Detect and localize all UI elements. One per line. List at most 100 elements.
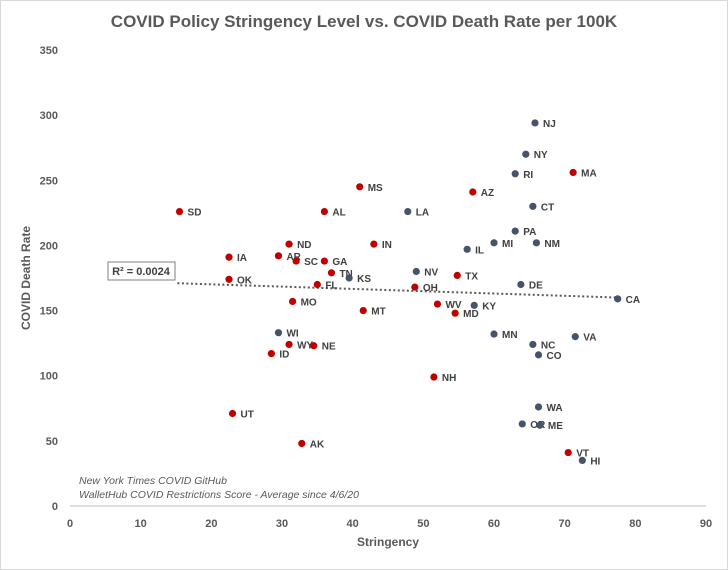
point-label-ne: NE: [322, 342, 336, 353]
point-label-sd: SD: [188, 208, 202, 219]
data-point-ia: [225, 253, 233, 261]
data-point-vt: [564, 448, 572, 457]
point-label-me: ME: [548, 421, 563, 432]
point-label-co: CO: [547, 351, 562, 362]
point-label-ak: AK: [310, 439, 325, 450]
data-point-ca: [614, 295, 622, 303]
data-point-tx: [453, 271, 461, 279]
data-point-wa: [534, 403, 543, 411]
y-tick-label: 200: [40, 240, 58, 252]
point-label-ia: IA: [237, 253, 247, 264]
x-tick-label: 50: [417, 518, 429, 530]
point-label-ga: GA: [332, 257, 347, 268]
data-point-nv: [412, 267, 420, 276]
chart-title: COVID Policy Stringency Level vs. COVID …: [111, 12, 618, 31]
point-label-sc: SC: [304, 257, 318, 268]
data-point-ma: [569, 168, 577, 177]
data-point-ri: [511, 170, 519, 178]
point-label-oh: OH: [423, 283, 438, 294]
y-tick-label: 350: [40, 45, 58, 57]
data-point-in: [370, 240, 378, 248]
x-tick-label: 0: [67, 518, 73, 530]
point-label-wy: WY: [297, 340, 313, 351]
data-point-ut: [228, 409, 237, 418]
data-point-mo: [289, 297, 297, 306]
r-squared-label: R² = 0.0024: [112, 266, 171, 278]
data-point-tn: [327, 269, 336, 277]
data-point-la: [404, 207, 412, 216]
data-point-nc: [529, 340, 537, 349]
point-label-nd: ND: [297, 240, 311, 251]
data-point-nh: [430, 373, 438, 381]
data-point-ga: [320, 257, 328, 265]
point-label-ma: MA: [581, 168, 597, 179]
data-point-or: [518, 420, 526, 428]
data-point-ok: [225, 275, 233, 283]
point-label-tx: TX: [465, 271, 478, 282]
data-point-az: [469, 188, 477, 196]
point-label-id: ID: [279, 350, 289, 361]
data-point-pa: [511, 227, 519, 235]
y-tick-label: 50: [46, 436, 58, 448]
point-label-mi: MI: [502, 239, 513, 250]
point-label-nj: NJ: [543, 119, 556, 130]
point-label-ar: AR: [286, 252, 301, 263]
x-tick-label: 40: [347, 518, 359, 530]
data-point-wi: [274, 329, 283, 337]
point-label-va: VA: [583, 333, 596, 344]
point-label-tn: TN: [339, 269, 352, 280]
r-squared-frame: [107, 261, 176, 281]
point-label-ri: RI: [523, 170, 533, 181]
point-label-il: IL: [475, 245, 484, 256]
x-tick-label: 70: [559, 518, 571, 530]
point-label-mn: MN: [502, 330, 518, 341]
x-tick-label: 30: [276, 518, 288, 530]
x-tick-label: 20: [205, 518, 217, 530]
point-label-ok: OK: [237, 275, 253, 286]
data-point-ny: [522, 150, 530, 158]
data-point-ne: [310, 342, 318, 350]
x-tick-label: 80: [629, 518, 641, 530]
data-point-co: [534, 351, 543, 359]
axes: 0 10 20 30 40 50 60 70 80 90 0 50 100 150 200 250 300 350: [40, 45, 712, 530]
point-label-nc: NC: [541, 340, 555, 351]
data-point-il: [463, 245, 471, 253]
data-point-ct: [529, 202, 537, 210]
point-label-wa: WA: [547, 403, 563, 414]
data-point-md: [451, 309, 459, 317]
point-label-la: LA: [416, 208, 429, 219]
point-label-hi: HI: [590, 456, 600, 467]
y-tick-label: 150: [40, 306, 58, 318]
point-label-ky: KY: [482, 301, 496, 312]
data-point-hi: [578, 456, 586, 464]
data-point-va: [571, 333, 579, 341]
point-label-pa: PA: [523, 227, 536, 238]
x-axis-title: Stringency: [357, 535, 419, 549]
point-label-mt: MT: [371, 307, 385, 318]
point-label-vt: VT: [576, 449, 589, 460]
data-point-al: [320, 207, 328, 216]
point-label-nm: NM: [544, 239, 560, 250]
data-point-ms: [356, 183, 364, 191]
data-point-oh: [411, 283, 419, 291]
point-label-mo: MO: [301, 297, 317, 308]
data-point-me: [536, 421, 544, 429]
point-label-az: AZ: [481, 188, 494, 199]
y-tick-label: 300: [40, 110, 58, 122]
data-point-mt: [359, 306, 367, 315]
data-point-sd: [175, 207, 184, 216]
y-axis-title: COVID Death Rate: [19, 226, 33, 330]
source-note-2: WalletHub COVID Restrictions Score - Ave…: [79, 489, 359, 501]
data-point-id: [267, 349, 275, 358]
point-label-al: AL: [332, 208, 345, 219]
data-point-nm: [532, 239, 541, 247]
source-note-1: New York Times COVID GitHub: [79, 475, 227, 487]
data-point-sc: [292, 257, 300, 265]
r-squared-box: R² = 0.0024: [107, 261, 176, 281]
point-label-ca: CA: [626, 295, 640, 306]
x-tick-label: 90: [700, 518, 712, 530]
point-label-wi: WI: [286, 329, 298, 340]
data-point-nj: [531, 119, 539, 127]
